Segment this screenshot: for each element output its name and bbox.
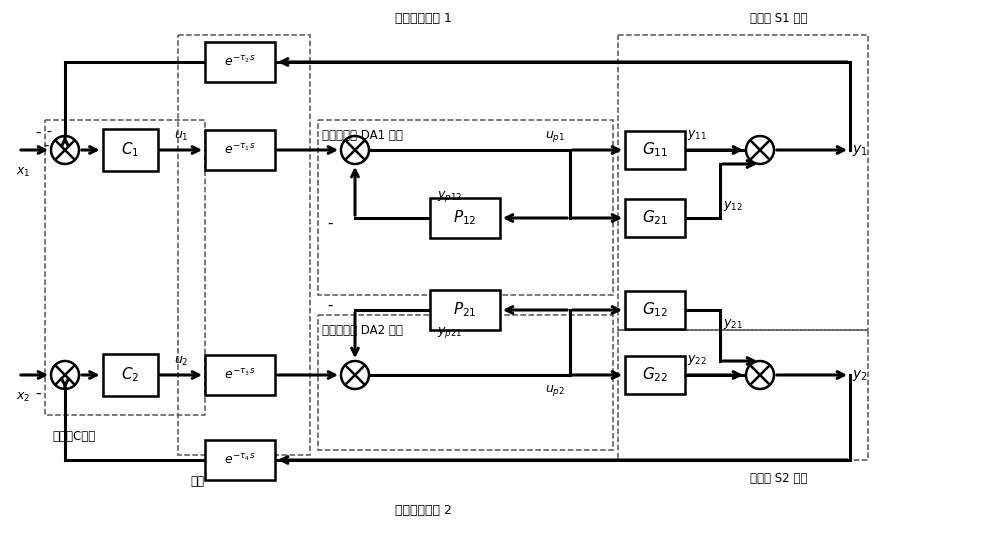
Circle shape xyxy=(51,361,79,389)
Text: $C_2$: $C_2$ xyxy=(121,365,139,384)
Text: $G_{21}$: $G_{21}$ xyxy=(642,209,668,228)
Text: $y_{22}$: $y_{22}$ xyxy=(687,353,707,367)
Text: $y_{p21}$: $y_{p21}$ xyxy=(437,325,463,339)
Bar xyxy=(430,198,500,238)
Text: $e^{-\tau_1 s}$: $e^{-\tau_1 s}$ xyxy=(224,143,256,157)
Circle shape xyxy=(341,361,369,389)
Bar xyxy=(205,440,275,480)
Bar xyxy=(430,290,500,330)
Text: $G_{11}$: $G_{11}$ xyxy=(642,141,668,159)
Text: -: - xyxy=(36,386,41,401)
Text: $y_2$: $y_2$ xyxy=(852,368,868,382)
Circle shape xyxy=(746,136,774,164)
Circle shape xyxy=(746,361,774,389)
Bar xyxy=(618,35,868,330)
Text: 解耦执行器 DA2 节点: 解耦执行器 DA2 节点 xyxy=(322,324,403,337)
Text: 网络: 网络 xyxy=(190,475,204,488)
Text: $e^{-\tau_3 s}$: $e^{-\tau_3 s}$ xyxy=(224,368,256,382)
Text: -: - xyxy=(328,216,333,230)
Text: $u_{p2}$: $u_{p2}$ xyxy=(545,383,565,399)
Text: $P_{12}$: $P_{12}$ xyxy=(453,209,477,228)
Text: 传感器 S2 节点: 传感器 S2 节点 xyxy=(750,471,807,484)
Text: $u_2$: $u_2$ xyxy=(174,355,189,368)
Text: 闭环控制回路 1: 闭环控制回路 1 xyxy=(395,11,452,24)
Circle shape xyxy=(341,136,369,164)
Text: $e^{-\tau_2 s}$: $e^{-\tau_2 s}$ xyxy=(224,55,256,69)
Text: $x_1$: $x_1$ xyxy=(16,166,30,179)
Text: $y_{11}$: $y_{11}$ xyxy=(687,128,707,142)
Bar xyxy=(205,355,275,395)
Text: -: - xyxy=(47,126,51,140)
Text: $y_1$: $y_1$ xyxy=(852,142,868,157)
Bar xyxy=(103,354,158,396)
Text: $G_{12}$: $G_{12}$ xyxy=(642,301,668,319)
Text: $x_2$: $x_2$ xyxy=(16,390,30,403)
Text: $y_{p12}$: $y_{p12}$ xyxy=(437,188,463,204)
Bar xyxy=(618,330,868,460)
Bar xyxy=(205,42,275,82)
Text: -: - xyxy=(328,298,333,313)
Text: $u_{p1}$: $u_{p1}$ xyxy=(545,129,565,143)
Text: $C_1$: $C_1$ xyxy=(121,141,139,159)
Text: $y_{21}$: $y_{21}$ xyxy=(723,317,743,331)
Circle shape xyxy=(51,136,79,164)
Bar xyxy=(625,291,685,329)
Text: 闭环控制回路 2: 闭环控制回路 2 xyxy=(395,503,452,516)
Text: -: - xyxy=(36,124,41,140)
Text: 解耦执行器 DA1 节点: 解耦执行器 DA1 节点 xyxy=(322,129,403,142)
Bar xyxy=(318,120,613,295)
Text: -: - xyxy=(44,137,49,153)
Bar xyxy=(625,131,685,169)
Bar xyxy=(178,35,310,455)
Bar xyxy=(103,129,158,171)
Bar xyxy=(205,130,275,170)
Text: 控制器C节点: 控制器C节点 xyxy=(52,430,95,443)
Bar xyxy=(625,356,685,394)
Text: $u_1$: $u_1$ xyxy=(174,129,189,143)
Text: $e^{-\tau_4 s}$: $e^{-\tau_4 s}$ xyxy=(224,453,256,467)
Bar xyxy=(318,315,613,450)
Text: 传感器 S1 节点: 传感器 S1 节点 xyxy=(750,11,807,24)
Text: $y_{12}$: $y_{12}$ xyxy=(723,199,743,213)
Text: $G_{22}$: $G_{22}$ xyxy=(642,365,668,384)
Bar xyxy=(625,199,685,237)
Text: $P_{21}$: $P_{21}$ xyxy=(453,301,477,319)
Bar xyxy=(45,120,205,415)
